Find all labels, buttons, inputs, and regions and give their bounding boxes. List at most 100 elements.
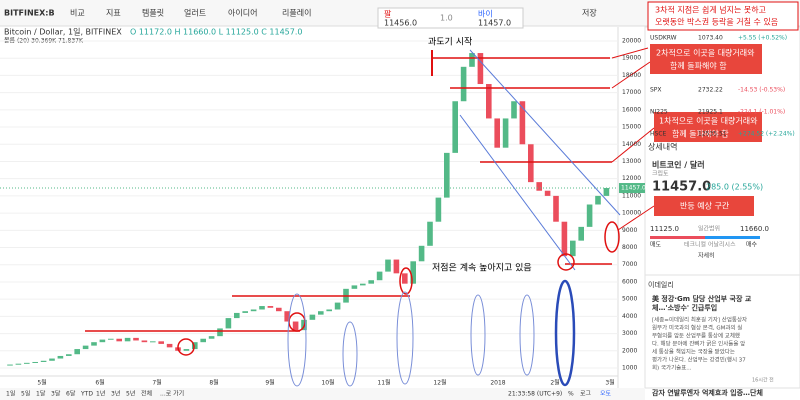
candle: [259, 306, 265, 310]
footer-log[interactable]: 로그: [580, 391, 592, 398]
candle: [452, 101, 458, 153]
candle: [385, 259, 391, 272]
details-change: 285.0 (2.55%): [706, 183, 763, 192]
candle: [108, 338, 114, 340]
candle: [57, 355, 64, 359]
watch-cell: 1073.40: [698, 35, 723, 42]
range-button[interactable]: YTD: [80, 391, 93, 398]
candle: [418, 245, 425, 262]
symbol[interactable]: BITFINEX:B: [4, 9, 55, 18]
range-button[interactable]: 6달: [66, 390, 76, 398]
watch-cell: 21925.1: [698, 109, 723, 116]
annotation-text: 저점은 계속 높아지고 있음: [432, 262, 532, 274]
candle: [200, 338, 206, 343]
month-label: 12월: [433, 379, 446, 387]
price-label: 11000: [622, 192, 641, 199]
toolbar-item[interactable]: 리플레이: [282, 8, 311, 18]
watch-cell: 12535.51: [698, 131, 727, 138]
footer-auto[interactable]: 오토: [600, 391, 612, 398]
callout-text: 3차적 지점은 쉽게 넘지는 못하고: [655, 5, 766, 15]
callout-pointer: [611, 61, 651, 89]
range-button[interactable]: 5년: [126, 390, 135, 398]
range-button[interactable]: 1년: [96, 390, 105, 398]
candle: [158, 341, 164, 344]
candle: [124, 337, 131, 342]
month-label: 7월: [152, 379, 161, 387]
blue-ellipse: [470, 294, 486, 376]
ta-more[interactable]: 자세히: [698, 252, 715, 260]
annotation-text: 과도기 시작: [428, 37, 472, 48]
candle: [183, 349, 190, 351]
range-button[interactable]: 3년: [111, 390, 120, 398]
toolbar-item[interactable]: 지표: [106, 9, 121, 18]
range-button[interactable]: 전체: [141, 390, 152, 398]
candle: [82, 345, 89, 350]
range-button[interactable]: 3달: [51, 390, 61, 398]
candle: [242, 311, 248, 313]
range-button[interactable]: 1달: [36, 390, 46, 398]
price-label: 8000: [622, 244, 637, 251]
red-circle: [604, 221, 620, 253]
candle: [74, 349, 80, 355]
price-label: 17000: [622, 89, 641, 96]
price-label: 9000: [622, 227, 637, 234]
annotations: 과도기 시작 저점은 계속 높아지고 있음 3차적 지점은 쉽게 넘지는 못하고…: [85, 1, 799, 387]
candle: [410, 261, 416, 284]
range-high: 11660.0: [740, 225, 769, 233]
price-label: 1000: [622, 365, 637, 372]
candle: [133, 337, 139, 341]
footer-pct[interactable]: %: [568, 391, 574, 398]
range-button[interactable]: 1일: [6, 390, 15, 398]
candle: [544, 190, 551, 196]
month-label: 2월: [550, 379, 559, 387]
toolbar-item[interactable]: 템플릿: [142, 8, 164, 18]
range-button[interactable]: 5일: [21, 390, 30, 398]
blue-ellipse: [396, 291, 414, 385]
candle: [250, 309, 257, 312]
buy-price[interactable]: 11457.0: [478, 19, 511, 28]
details-price: 11457.0: [652, 180, 711, 195]
toolbar-item[interactable]: 아이디어: [228, 8, 257, 18]
news-next[interactable]: 감자 연발루엔자 억제효과 입증…단체: [652, 388, 763, 397]
watch-cell: -14.53 (-0.53%): [738, 87, 785, 94]
sell-price[interactable]: 11456.0: [384, 19, 417, 28]
price-label: 12000: [622, 175, 641, 182]
goto[interactable]: ...로 가기: [160, 390, 184, 398]
price-label: 16000: [622, 106, 641, 113]
price-label: 10000: [622, 210, 641, 217]
watch-cell: 2732.22: [698, 87, 723, 94]
candle: [326, 309, 332, 312]
candle: [427, 221, 433, 246]
order-box[interactable]: [377, 7, 524, 29]
toolbar-item[interactable]: 비교: [70, 9, 85, 18]
price-label: 20000: [622, 38, 641, 45]
news-headline[interactable]: 美 정강·Gm 담당 산업부 국장 교: [652, 294, 752, 303]
blue-ellipse: [519, 294, 535, 376]
callout-box: [650, 44, 762, 74]
news-body: 세 통상을 책임지는 국장을 맡았다는: [652, 348, 735, 356]
price-label: 14000: [622, 141, 641, 148]
month-label: 10월: [321, 379, 334, 387]
price-label: 7000: [622, 261, 637, 268]
candle: [267, 306, 274, 308]
candle: [99, 339, 106, 343]
candle: [292, 321, 299, 331]
toolbar-item[interactable]: 얼러트: [184, 8, 206, 18]
month-label: 6월: [95, 379, 104, 387]
news-body: 다. 해당 분야에 잔뼈가 굵은 인사들을 앞: [652, 340, 745, 348]
candle: [360, 283, 366, 286]
red-circle: [557, 253, 575, 271]
last-price-label: 11457.0: [621, 185, 646, 192]
news-time: 16시간 전: [752, 377, 774, 384]
red-circle: [399, 267, 413, 295]
candle: [15, 363, 22, 365]
month-label: 3월: [605, 379, 614, 387]
sell-label[interactable]: 팔: [384, 9, 392, 19]
save[interactable]: 저장: [582, 8, 597, 18]
news-headline[interactable]: 체…'소방수' 긴급투입: [652, 303, 717, 312]
candle: [141, 340, 148, 343]
buy-label[interactable]: 바이: [478, 9, 493, 19]
candle: [477, 53, 484, 85]
footer-bg: [0, 388, 645, 400]
price-label: 19000: [622, 55, 641, 62]
